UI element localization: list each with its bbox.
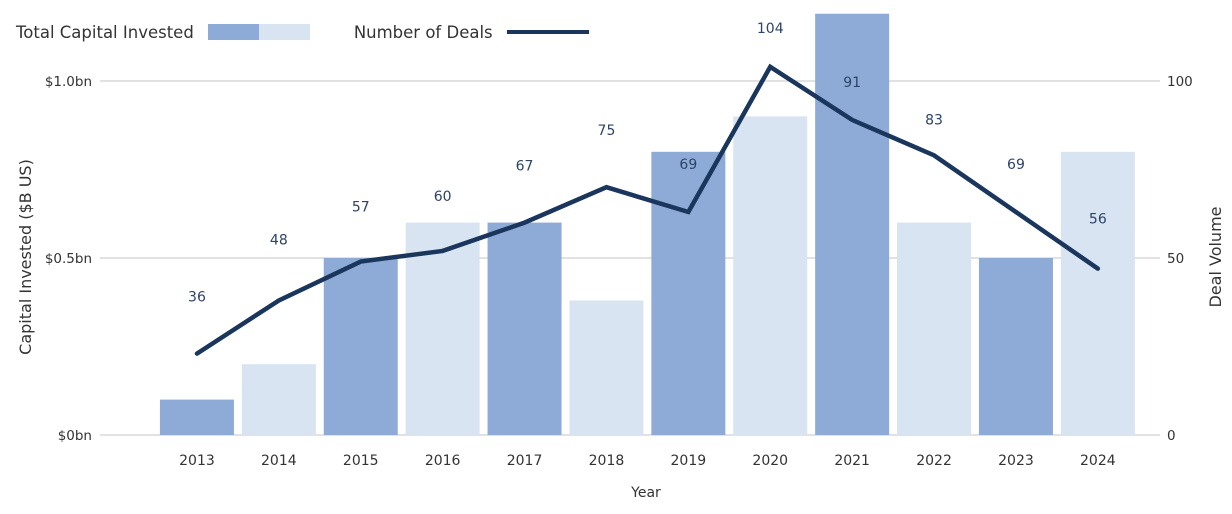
legend-swatch-capital	[207, 24, 310, 40]
data-label: 69	[679, 157, 697, 173]
data-label: 48	[270, 232, 288, 248]
x-tick-label: 2018	[589, 453, 625, 469]
bar	[159, 399, 234, 435]
x-tick-label: 2015	[343, 453, 379, 469]
deals-line	[194, 63, 1101, 356]
data-label: 56	[1089, 212, 1107, 228]
bar	[241, 364, 316, 435]
y2-axis-label: Deal Volume	[1206, 206, 1225, 307]
x-tick-label: 2024	[1080, 453, 1116, 469]
data-label: 69	[1007, 157, 1025, 173]
data-label: 104	[757, 21, 784, 37]
x-tick-label: 2019	[671, 453, 707, 469]
x-tick-label: 2021	[834, 453, 870, 469]
y-tick-label: $0bn	[58, 428, 92, 444]
axes: $0bn $0.5bn $1.0bn 0 50 100 2013 2014 2015 2016 20…	[45, 74, 1193, 469]
bar-series	[159, 13, 1135, 436]
x-tick-label: 2016	[425, 453, 461, 469]
data-label: 91	[843, 75, 861, 91]
x-tick-label: 2022	[916, 453, 952, 469]
bar	[569, 300, 644, 435]
data-label: 75	[598, 123, 616, 139]
data-label: 36	[188, 290, 206, 306]
legend-swatch-deals	[506, 30, 589, 34]
data-label: 57	[352, 200, 370, 216]
legend-swatch-light	[258, 24, 310, 40]
line-series	[194, 63, 1101, 356]
x-axis-label: Year	[630, 485, 661, 501]
bar	[815, 13, 890, 436]
x-tick-label: 2020	[752, 453, 788, 469]
data-label: 67	[516, 159, 534, 175]
y2-tick-label: 100	[1167, 74, 1193, 90]
bar	[651, 151, 726, 436]
bar	[897, 222, 972, 435]
bar	[487, 222, 562, 435]
bar	[733, 116, 808, 436]
legend-label-deals: Number of Deals	[353, 22, 493, 42]
x-tick-label: 2014	[261, 453, 297, 469]
data-labels: 36 48 57 60 67 75 69 104 91 83 69 56	[188, 21, 1107, 306]
y-tick-label: $0.5bn	[45, 251, 92, 267]
x-tick-label: 2013	[179, 453, 215, 469]
bar	[978, 258, 1053, 435]
legend-label-capital: Total Capital Invested	[16, 22, 194, 42]
y2-tick-label: 50	[1167, 251, 1184, 267]
legend: Total Capital Invested Number of Deals	[16, 19, 589, 45]
x-tick-label: 2017	[507, 453, 543, 469]
legend-swatch-dark	[207, 24, 259, 40]
bar	[323, 258, 398, 435]
x-tick-label: 2023	[998, 453, 1034, 469]
y-tick-label: $1.0bn	[45, 74, 92, 90]
data-label: 83	[925, 112, 943, 128]
y-axis-label: Capital Invested ($B US)	[16, 159, 35, 355]
bar	[1060, 151, 1135, 436]
data-label: 60	[434, 189, 452, 205]
y2-tick-label: 0	[1167, 428, 1176, 444]
bar	[405, 222, 480, 435]
